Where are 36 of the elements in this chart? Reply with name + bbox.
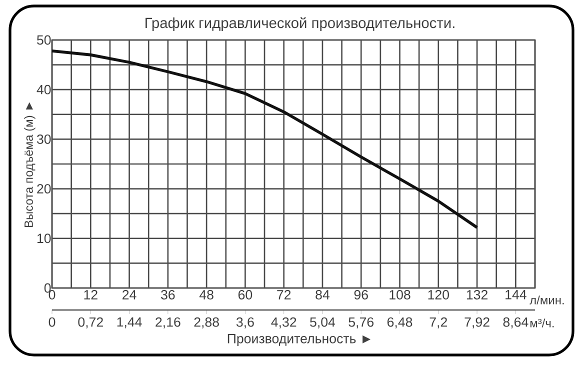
x-tick-label: 24 [122, 290, 136, 300]
x2-tick-label: 2,16 [156, 317, 180, 328]
x2-tick-label: 8,64 [503, 317, 528, 328]
x2-tick-label: 3,6 [236, 317, 254, 328]
x2-tick-label: 5,76 [348, 317, 374, 328]
x2-tick-label: 7,92 [464, 317, 490, 328]
text: л/мин. [530, 296, 564, 304]
x-tick-label: 12 [84, 290, 98, 300]
x2-tick-label: 1,44 [117, 317, 142, 328]
x2-tick-label: 2,88 [194, 317, 219, 328]
x-tick-label: 84 [316, 290, 330, 300]
y-tick-label: 40 [36, 84, 51, 94]
text: м³/ч. [530, 318, 554, 328]
y-tick-label: 0 [44, 283, 51, 293]
x2-tick-label: 4,32 [271, 317, 296, 328]
chart-title: График гидравлической производительности. [146, 17, 454, 32]
x-tick-label: 72 [277, 290, 291, 300]
x-tick-label: 144 [506, 290, 526, 300]
y-axis-title: Высота подъёма (м) ► [24, 102, 36, 228]
x-tick-label: 108 [390, 290, 410, 300]
x-tick-label: 36 [161, 290, 175, 300]
x-tick-label: 120 [428, 290, 449, 300]
x2-tick-label: 0,72 [78, 317, 103, 328]
x2-tick-label: 5,04 [310, 317, 336, 328]
x-tick-label: 60 [238, 290, 252, 300]
line-series [50, 49, 479, 229]
x2-tick-label: 7,2 [430, 317, 448, 328]
x-tick-label: 132 [466, 290, 488, 300]
y-tick-label: 10 [37, 234, 51, 244]
x2-tick-label: 6,48 [387, 317, 412, 328]
x-tick-label: 96 [354, 290, 368, 300]
x-axis-title: Производительность ► [228, 334, 371, 346]
y-tick-label: 30 [36, 134, 51, 144]
y-tick-label: 50 [37, 35, 51, 45]
x-tick-label: 48 [199, 290, 214, 300]
y-tick-label: 20 [37, 184, 51, 194]
